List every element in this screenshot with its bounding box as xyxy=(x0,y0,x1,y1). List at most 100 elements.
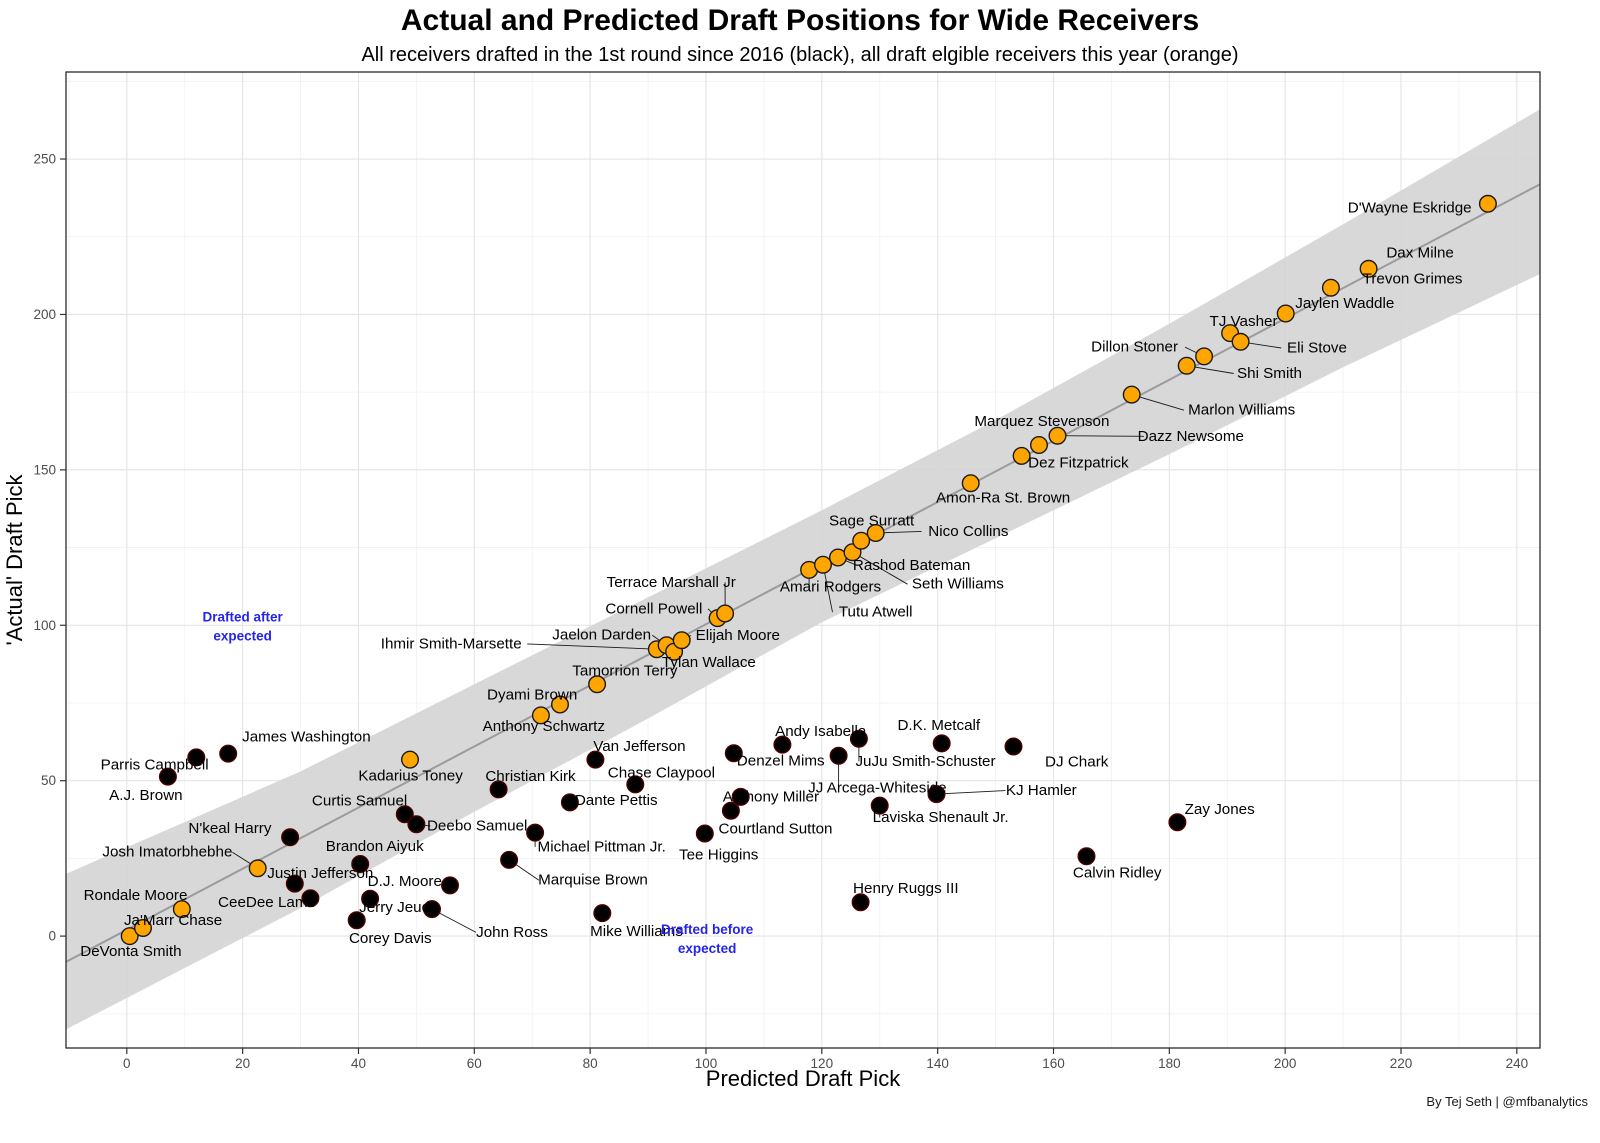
data-point xyxy=(716,604,735,623)
point-label: Tee Higgins xyxy=(679,847,759,864)
chart-attribution: By Tej Seth | @mfbanalytics xyxy=(1426,1094,1588,1109)
data-point xyxy=(829,746,848,765)
chart-title: Actual and Predicted Draft Positions for… xyxy=(400,4,1200,37)
label-leader-line xyxy=(1057,435,1145,437)
point-label: James Washington xyxy=(242,729,371,746)
point-label: Dillon Stoner xyxy=(1091,339,1178,356)
y-tick-label: 0 xyxy=(48,929,56,944)
point-label: Anthony Miller xyxy=(723,789,819,806)
point-label: Brandon Aiyuk xyxy=(326,838,424,855)
x-axis-title: Predicted Draft Pick xyxy=(706,1066,901,1091)
point-label: Tamorrion Terry xyxy=(572,663,678,680)
point-label: Marlon Williams xyxy=(1188,402,1296,419)
x-tick-label: 200 xyxy=(1274,1056,1297,1071)
point-label: D.K. Metcalf xyxy=(897,717,980,734)
data-point xyxy=(407,815,426,834)
data-point xyxy=(133,919,152,938)
point-label: Parris Campbell xyxy=(101,757,209,774)
y-tick-label: 150 xyxy=(33,462,56,477)
data-point xyxy=(932,734,951,753)
data-point xyxy=(1168,813,1187,832)
point-label: Andy Isabella xyxy=(775,723,867,740)
data-point xyxy=(593,904,612,923)
point-label: Tutu Atwell xyxy=(839,604,913,621)
point-label: Marquez Stevenson xyxy=(974,413,1109,430)
data-point xyxy=(1478,194,1497,213)
x-tick-label: 140 xyxy=(926,1056,949,1071)
point-label: Anthony Schwartz xyxy=(483,718,605,735)
data-point xyxy=(281,828,300,847)
data-point xyxy=(1177,356,1196,375)
point-label: D'Wayne Eskridge xyxy=(1348,200,1472,217)
data-point xyxy=(695,824,714,843)
x-tick-label: 240 xyxy=(1506,1056,1529,1071)
data-point xyxy=(560,793,579,812)
y-axis-title: 'Actual' Draft Pick xyxy=(2,474,27,646)
data-point xyxy=(626,775,645,794)
data-point xyxy=(773,735,792,754)
data-point xyxy=(526,823,545,842)
data-point xyxy=(588,675,607,694)
point-label: Christian Kirk xyxy=(485,768,576,785)
point-label: Chase Claypool xyxy=(608,764,715,781)
data-point xyxy=(849,729,868,748)
data-point xyxy=(1231,332,1250,351)
point-label: Seth Williams xyxy=(912,576,1004,593)
point-label: Cornell Powell xyxy=(605,600,702,617)
data-point xyxy=(395,805,414,824)
label-leader-line xyxy=(936,790,1006,795)
point-label: Sage Surratt xyxy=(829,512,915,529)
x-tick-label: 120 xyxy=(811,1056,834,1071)
point-label: Dante Pettis xyxy=(575,792,658,809)
point-label: Mike Williams xyxy=(590,923,683,940)
point-label: Tylan Wallace xyxy=(662,654,756,671)
data-point xyxy=(1359,259,1378,278)
y-tick-label: 250 xyxy=(33,152,56,167)
x-tick-label: 80 xyxy=(583,1056,598,1071)
data-point xyxy=(814,555,833,574)
data-point xyxy=(961,474,980,493)
data-point xyxy=(1029,436,1048,455)
data-point xyxy=(1077,847,1096,866)
chart-subtitle: All receivers drafted in the 1st round s… xyxy=(361,44,1239,66)
point-label: TJ Vasher xyxy=(1209,313,1277,330)
point-label: Michael Pittman Jr. xyxy=(538,838,666,855)
point-label: Kadarius Toney xyxy=(358,768,463,785)
point-label: Marquise Brown xyxy=(538,872,648,889)
point-label: JuJu Smith-Schuster xyxy=(855,753,995,770)
point-label: Rashod Bateman xyxy=(853,557,970,574)
point-label: D.J. Moore xyxy=(368,873,442,890)
point-label: Jerry Jeudy xyxy=(359,899,438,916)
data-point xyxy=(285,874,304,893)
x-tick-label: 20 xyxy=(235,1056,250,1071)
data-point xyxy=(1321,278,1340,297)
data-point xyxy=(851,893,870,912)
point-label: Dazz Newsome xyxy=(1138,428,1244,445)
y-tick-label: 200 xyxy=(33,307,56,322)
data-point xyxy=(423,900,442,919)
point-label: Amari Rodgers xyxy=(780,579,882,596)
data-point xyxy=(531,706,550,725)
point-label: JJ Arcega-Whiteside xyxy=(808,779,946,796)
point-label: Eli Stove xyxy=(1287,340,1347,357)
point-label: Dax Milne xyxy=(1386,244,1454,261)
data-point xyxy=(158,767,177,786)
point-label: Denzel Mims xyxy=(737,752,825,769)
x-tick-label: 220 xyxy=(1390,1056,1413,1071)
point-label: A.J. Brown xyxy=(109,787,182,804)
data-point xyxy=(1048,426,1067,445)
data-point xyxy=(866,524,885,543)
data-point xyxy=(1195,347,1214,366)
label-leader-line xyxy=(852,551,908,585)
point-label: KJ Hamler xyxy=(1006,782,1077,799)
point-label: Jaelon Darden xyxy=(552,627,651,644)
point-label: Elijah Moore xyxy=(696,627,780,644)
data-point xyxy=(489,780,508,799)
point-label: Nico Collins xyxy=(928,523,1009,540)
x-tick-label: 60 xyxy=(467,1056,482,1071)
point-label: N'keal Harry xyxy=(188,820,271,837)
data-point xyxy=(500,850,519,869)
point-label: Terrace Marshall Jr xyxy=(607,574,736,591)
data-point xyxy=(120,927,139,946)
